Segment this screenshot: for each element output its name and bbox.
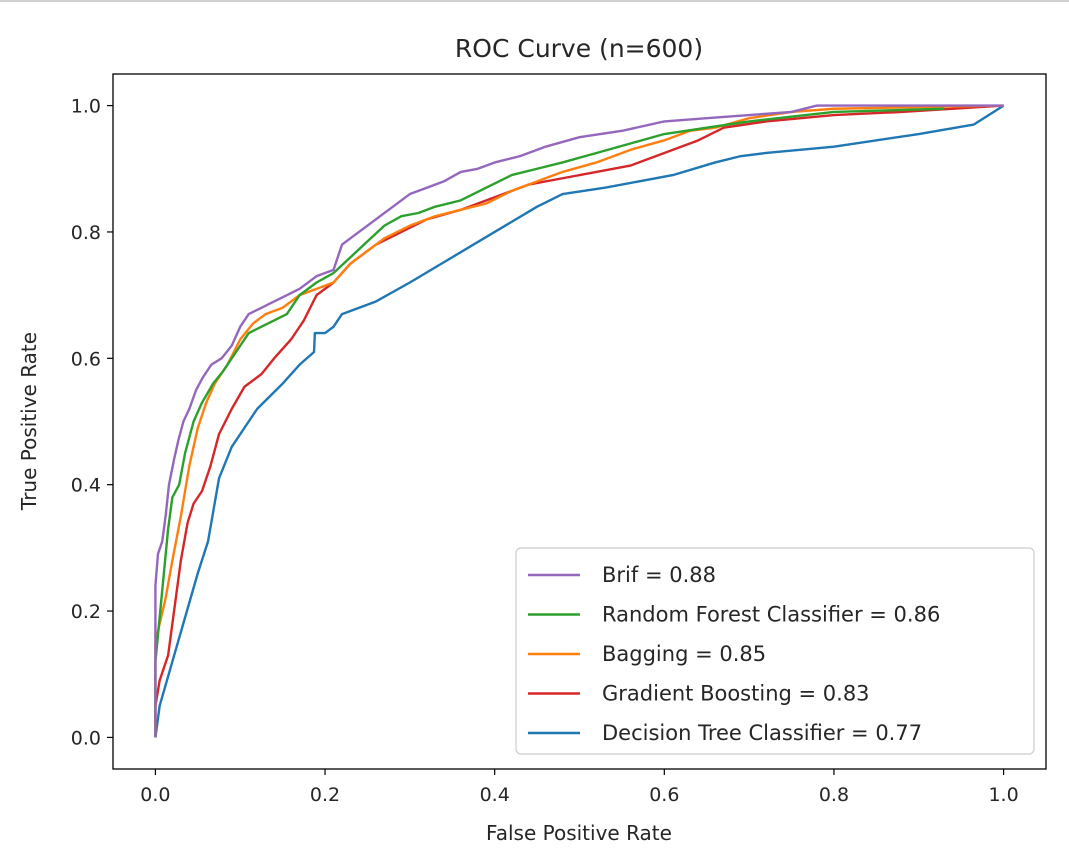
y-tick-label: 0.8: [71, 222, 101, 244]
y-tick-label: 1.0: [71, 96, 101, 118]
y-tick-label: 0.4: [71, 475, 101, 497]
series-line-4: [154, 104, 1005, 738]
x-tick-label: 0.0: [140, 784, 170, 806]
y-tick-label: 0.6: [71, 348, 101, 370]
series-layer: [154, 104, 1005, 738]
legend-label-1: Random Forest Classifier = 0.86: [602, 603, 940, 627]
x-tick-label: 0.4: [480, 784, 510, 806]
x-tick-label: 0.8: [819, 784, 849, 806]
series-line-0: [154, 104, 1004, 738]
x-tick-label: 1.0: [988, 784, 1018, 806]
x-tick-label: 0.2: [310, 784, 340, 806]
chart-title: ROC Curve (n=600): [455, 34, 703, 63]
x-tick-label: 0.6: [649, 784, 679, 806]
legend-label-2: Bagging = 0.85: [602, 642, 766, 666]
series-line-1: [154, 107, 945, 738]
legend-label-4: Decision Tree Classifier = 0.77: [602, 721, 922, 745]
x-axis: 0.0 0.2 0.4 0.6 0.8 1.0: [140, 769, 1019, 806]
y-tick-label: 0.2: [71, 601, 101, 623]
legend-label-0: Brif = 0.88: [602, 563, 716, 587]
y-axis-label: True Positive Rate: [17, 332, 41, 511]
legend-label-3: Gradient Boosting = 0.83: [602, 682, 870, 706]
legend-box: [515, 547, 1035, 755]
plot-frame: [112, 73, 1047, 770]
legend: Brif = 0.88 Random Forest Classifier = 0.…: [515, 547, 1035, 755]
series-line-3: [154, 104, 1004, 738]
y-axis: 0.0 0.2 0.4 0.6 0.8 1.0: [71, 96, 113, 749]
x-axis-label: False Positive Rate: [486, 821, 672, 845]
y-tick-label: 0.0: [71, 727, 101, 749]
top-border: [0, 0, 1069, 2]
series-line-2: [154, 104, 1004, 738]
